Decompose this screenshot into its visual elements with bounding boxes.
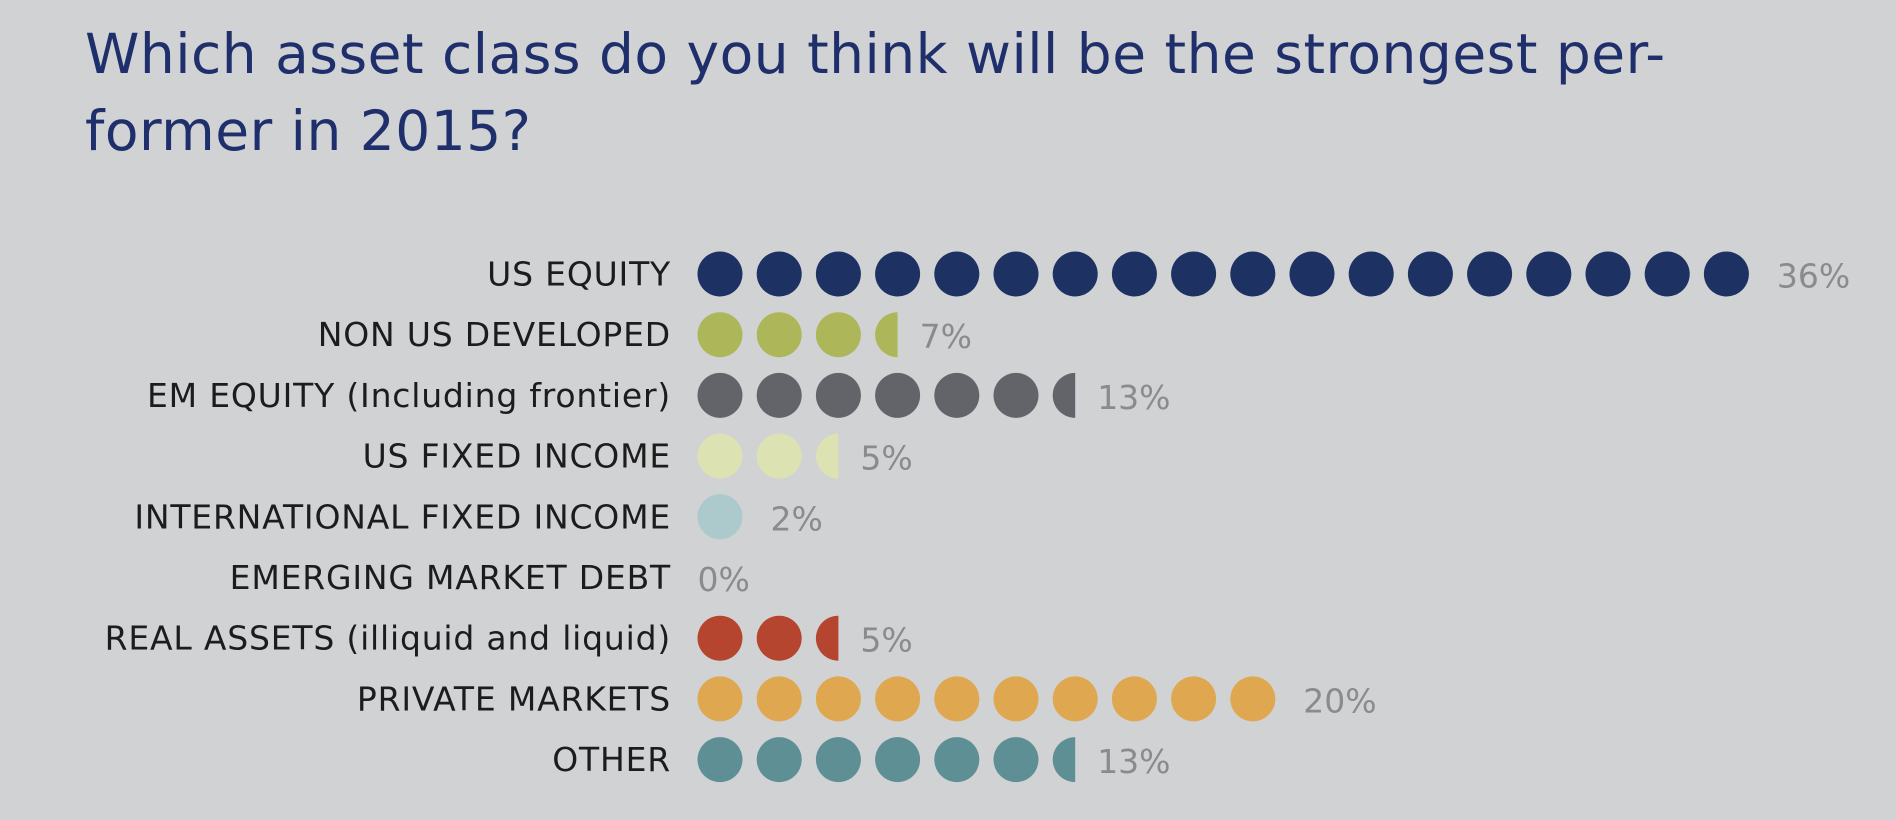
dot-us-equity xyxy=(1585,251,1631,297)
dot-us-equity xyxy=(1111,251,1157,297)
category-label-us-equity: US EQUITY xyxy=(487,255,671,294)
dot-us-equity xyxy=(697,251,743,297)
value-label-us-fixed-income: 5% xyxy=(860,439,912,478)
dot-other xyxy=(993,737,1039,783)
dot-private-markets xyxy=(1111,676,1157,722)
category-label-international-fixed-income: INTERNATIONAL FIXED INCOME xyxy=(134,497,671,536)
category-label-emerging-market-debt: EMERGING MARKET DEBT xyxy=(230,558,671,597)
chart-title: Which asset class do you think will be t… xyxy=(85,16,1785,170)
partial-dot-em-equity-including-frontier xyxy=(1052,372,1076,418)
dot-us-equity xyxy=(875,251,921,297)
dot-us-fixed-income xyxy=(697,433,743,479)
dot-private-markets xyxy=(1171,676,1217,722)
row-private-markets: PRIVATE MARKETS 20% xyxy=(357,676,1377,722)
dot-private-markets xyxy=(756,676,802,722)
chart-title-line-1: Which asset class do you think will be t… xyxy=(85,22,1666,86)
dot-em-equity-including-frontier xyxy=(934,372,980,418)
dot-us-equity xyxy=(1348,251,1394,297)
value-label-real-assets-illiquid-and-liquid: 5% xyxy=(860,621,912,660)
row-us-equity: US EQUITY 36% xyxy=(487,251,1850,297)
dot-em-equity-including-frontier xyxy=(993,372,1039,418)
row-real-assets-illiquid-and-liquid: REAL ASSETS (illiquid and liquid) 5% xyxy=(105,615,913,661)
dot-em-equity-including-frontier xyxy=(875,372,921,418)
dot-real-assets-illiquid-and-liquid xyxy=(697,615,743,661)
dot-other xyxy=(934,737,980,783)
dot-private-markets xyxy=(934,676,980,722)
partial-dot-us-fixed-income xyxy=(815,433,839,479)
dot-private-markets xyxy=(697,676,743,722)
row-us-fixed-income: US FIXED INCOME 5% xyxy=(363,433,913,479)
dot-international-fixed-income xyxy=(697,494,743,540)
category-label-private-markets: PRIVATE MARKETS xyxy=(357,679,671,718)
dot-real-assets-illiquid-and-liquid xyxy=(756,615,802,661)
row-other: OTHER 13% xyxy=(552,737,1171,783)
value-label-em-equity-including-frontier: 13% xyxy=(1097,378,1170,417)
dot-us-equity xyxy=(1052,251,1098,297)
dot-other xyxy=(875,737,921,783)
value-label-emerging-market-debt: 0% xyxy=(698,560,750,599)
dot-other xyxy=(815,737,861,783)
dot-non-us-developed xyxy=(756,312,802,358)
category-label-real-assets-illiquid-and-liquid: REAL ASSETS (illiquid and liquid) xyxy=(105,619,671,658)
chart-title-line-2: former in 2015? xyxy=(85,99,532,163)
dot-non-us-developed xyxy=(815,312,861,358)
dot-non-us-developed xyxy=(697,312,743,358)
category-label-em-equity-including-frontier: EM EQUITY (Including frontier) xyxy=(147,376,671,415)
dot-private-markets xyxy=(875,676,921,722)
row-international-fixed-income: INTERNATIONAL FIXED INCOME 2% xyxy=(134,494,823,540)
category-label-other: OTHER xyxy=(552,740,671,779)
row-em-equity-including-frontier: EM EQUITY (Including frontier) 13% xyxy=(147,372,1171,418)
dot-em-equity-including-frontier xyxy=(756,372,802,418)
dot-private-markets xyxy=(1052,676,1098,722)
dot-us-fixed-income xyxy=(756,433,802,479)
value-label-international-fixed-income: 2% xyxy=(771,499,823,538)
dot-private-markets xyxy=(993,676,1039,722)
dot-us-equity xyxy=(1467,251,1513,297)
dot-us-equity xyxy=(756,251,802,297)
value-label-other: 13% xyxy=(1097,742,1170,781)
dot-us-equity xyxy=(993,251,1039,297)
dot-us-equity xyxy=(1407,251,1453,297)
dot-us-equity xyxy=(934,251,980,297)
dot-em-equity-including-frontier xyxy=(815,372,861,418)
dot-us-equity xyxy=(1171,251,1217,297)
dot-us-equity xyxy=(815,251,861,297)
dot-other xyxy=(756,737,802,783)
partial-dot-non-us-developed xyxy=(875,312,898,358)
dot-other xyxy=(697,737,743,783)
row-emerging-market-debt: EMERGING MARKET DEBT 0% xyxy=(230,558,750,599)
row-non-us-developed: NON US DEVELOPED 7% xyxy=(318,312,972,358)
dot-em-equity-including-frontier xyxy=(697,372,743,418)
category-label-non-us-developed: NON US DEVELOPED xyxy=(318,315,671,354)
dot-us-equity xyxy=(1703,251,1749,297)
value-label-non-us-developed: 7% xyxy=(920,317,972,356)
dot-private-markets xyxy=(1230,676,1276,722)
dot-us-equity xyxy=(1526,251,1572,297)
category-label-us-fixed-income: US FIXED INCOME xyxy=(363,437,671,476)
dot-us-equity xyxy=(1289,251,1335,297)
partial-dot-real-assets-illiquid-and-liquid xyxy=(815,615,839,661)
dot-private-markets xyxy=(815,676,861,722)
dot-us-equity xyxy=(1230,251,1276,297)
value-label-us-equity: 36% xyxy=(1777,257,1850,296)
dot-us-equity xyxy=(1644,251,1690,297)
value-label-private-markets: 20% xyxy=(1303,681,1376,720)
partial-dot-other xyxy=(1052,737,1076,783)
